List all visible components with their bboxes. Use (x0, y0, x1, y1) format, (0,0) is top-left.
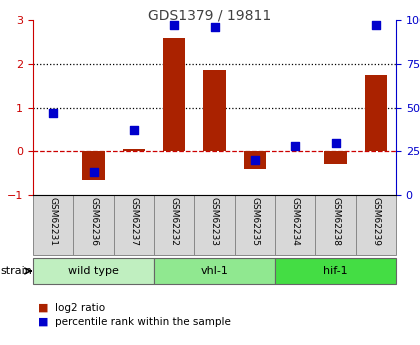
Text: GSM62231: GSM62231 (49, 197, 58, 246)
Point (252, 157, 258, 163)
Bar (194, 195, 235, 255)
Text: ■: ■ (38, 317, 48, 327)
Text: log2 ratio: log2 ratio (55, 303, 105, 313)
Bar (235, 195, 275, 255)
Text: GSM62234: GSM62234 (291, 197, 299, 246)
Bar (365, 75, 387, 151)
Bar (123, 149, 145, 151)
Text: GSM62239: GSM62239 (371, 197, 381, 246)
Text: GSM62236: GSM62236 (89, 197, 98, 246)
Bar (275, 258, 396, 284)
Bar (114, 195, 154, 255)
Point (131, 128, 137, 133)
Bar (154, 258, 275, 284)
Point (292, 143, 299, 149)
Text: hif-1: hif-1 (323, 266, 348, 276)
Text: wild type: wild type (68, 266, 119, 276)
Bar (154, 195, 194, 255)
Bar (33, 258, 154, 284)
Bar (163, 38, 185, 151)
Text: GDS1379 / 19811: GDS1379 / 19811 (148, 9, 272, 23)
Text: GSM62233: GSM62233 (210, 197, 219, 246)
Text: vhl-1: vhl-1 (201, 266, 228, 276)
Bar (356, 195, 396, 255)
Point (50, 110, 57, 116)
Bar (244, 151, 266, 169)
Point (90, 169, 97, 175)
Text: GSM62237: GSM62237 (129, 197, 138, 246)
Bar (82, 151, 105, 180)
Bar (275, 195, 315, 255)
Bar (203, 70, 226, 151)
Point (211, 24, 218, 30)
Bar (33, 195, 74, 255)
Point (171, 22, 178, 28)
Point (373, 22, 379, 28)
Point (332, 140, 339, 145)
Text: GSM62238: GSM62238 (331, 197, 340, 246)
Text: ■: ■ (38, 303, 48, 313)
Text: percentile rank within the sample: percentile rank within the sample (55, 317, 231, 327)
Bar (324, 151, 346, 164)
Bar (74, 195, 114, 255)
Text: GSM62232: GSM62232 (170, 197, 178, 246)
Bar (315, 195, 356, 255)
Text: GSM62235: GSM62235 (250, 197, 259, 246)
Text: strain: strain (1, 266, 33, 276)
